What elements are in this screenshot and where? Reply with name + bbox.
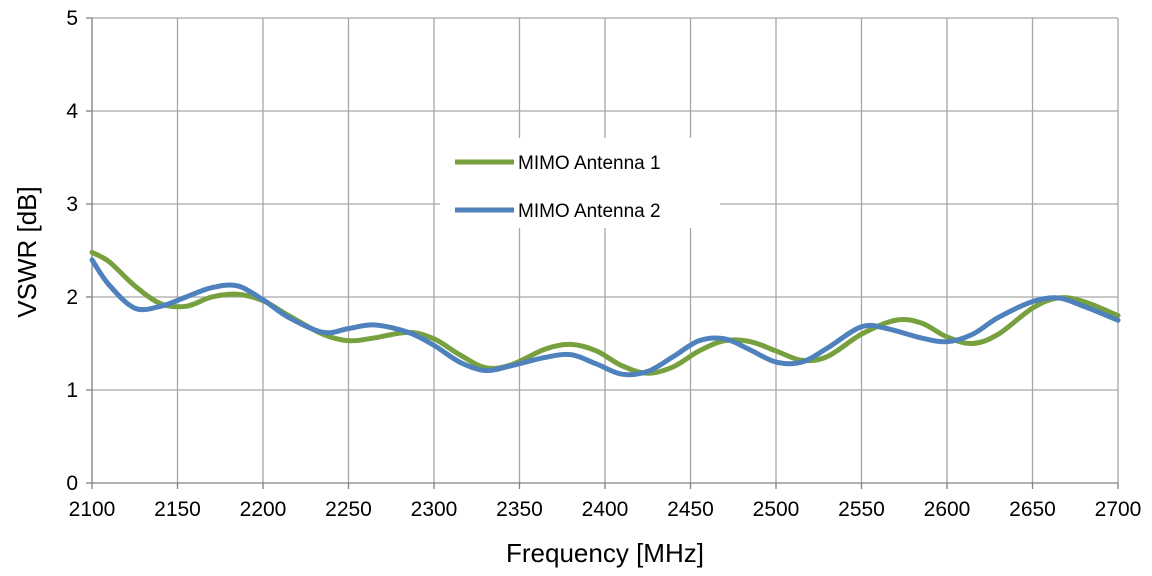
- x-tick-label-2350: 2350: [496, 498, 543, 521]
- legend-background: [440, 138, 720, 228]
- y-tick-label-4: 4: [66, 100, 78, 123]
- x-tick-label-2700: 2700: [1095, 498, 1142, 521]
- x-tick-labels: 2100 2150 2200 2250 2300 2350 2400 2450 2500 2550…: [69, 498, 1142, 521]
- legend-label-mimo-antenna-2: MIMO Antenna 2: [518, 201, 661, 222]
- y-tick-label-2: 2: [66, 286, 78, 309]
- legend: MIMO Antenna 1 MIMO Antenna 2: [440, 138, 720, 228]
- x-axis-title: Frequency [MHz]: [506, 538, 704, 568]
- y-tick-label-3: 3: [66, 193, 78, 216]
- grid-lines: [92, 17, 1119, 483]
- x-tick-label-2450: 2450: [667, 498, 714, 521]
- x-tick-label-2650: 2650: [1009, 498, 1056, 521]
- y-tick-label-1: 1: [66, 379, 78, 402]
- series-line-mimo-antenna-1: [89, 249, 1121, 376]
- y-axis-title: VSWR [dB]: [12, 186, 42, 317]
- y-tick-label-0: 0: [66, 472, 78, 495]
- x-tick-label-2300: 2300: [411, 498, 458, 521]
- x-tick-label-2200: 2200: [240, 498, 287, 521]
- x-tick-label-2600: 2600: [924, 498, 971, 521]
- legend-label-mimo-antenna-1: MIMO Antenna 1: [518, 153, 661, 174]
- x-tick-label-2550: 2550: [838, 498, 885, 521]
- series-lines: [89, 249, 1121, 378]
- y-tick-label-5: 5: [66, 7, 78, 30]
- x-tick-label-2400: 2400: [582, 498, 629, 521]
- x-tick-label-2150: 2150: [154, 498, 201, 521]
- y-tick-labels: 0 1 2 3 4 5: [66, 7, 78, 495]
- x-tick-label-2100: 2100: [69, 498, 116, 521]
- axes: [86, 17, 1119, 489]
- series-line-mimo-antenna-2: [89, 257, 1121, 378]
- x-tick-label-2250: 2250: [325, 498, 372, 521]
- x-tick-label-2500: 2500: [753, 498, 800, 521]
